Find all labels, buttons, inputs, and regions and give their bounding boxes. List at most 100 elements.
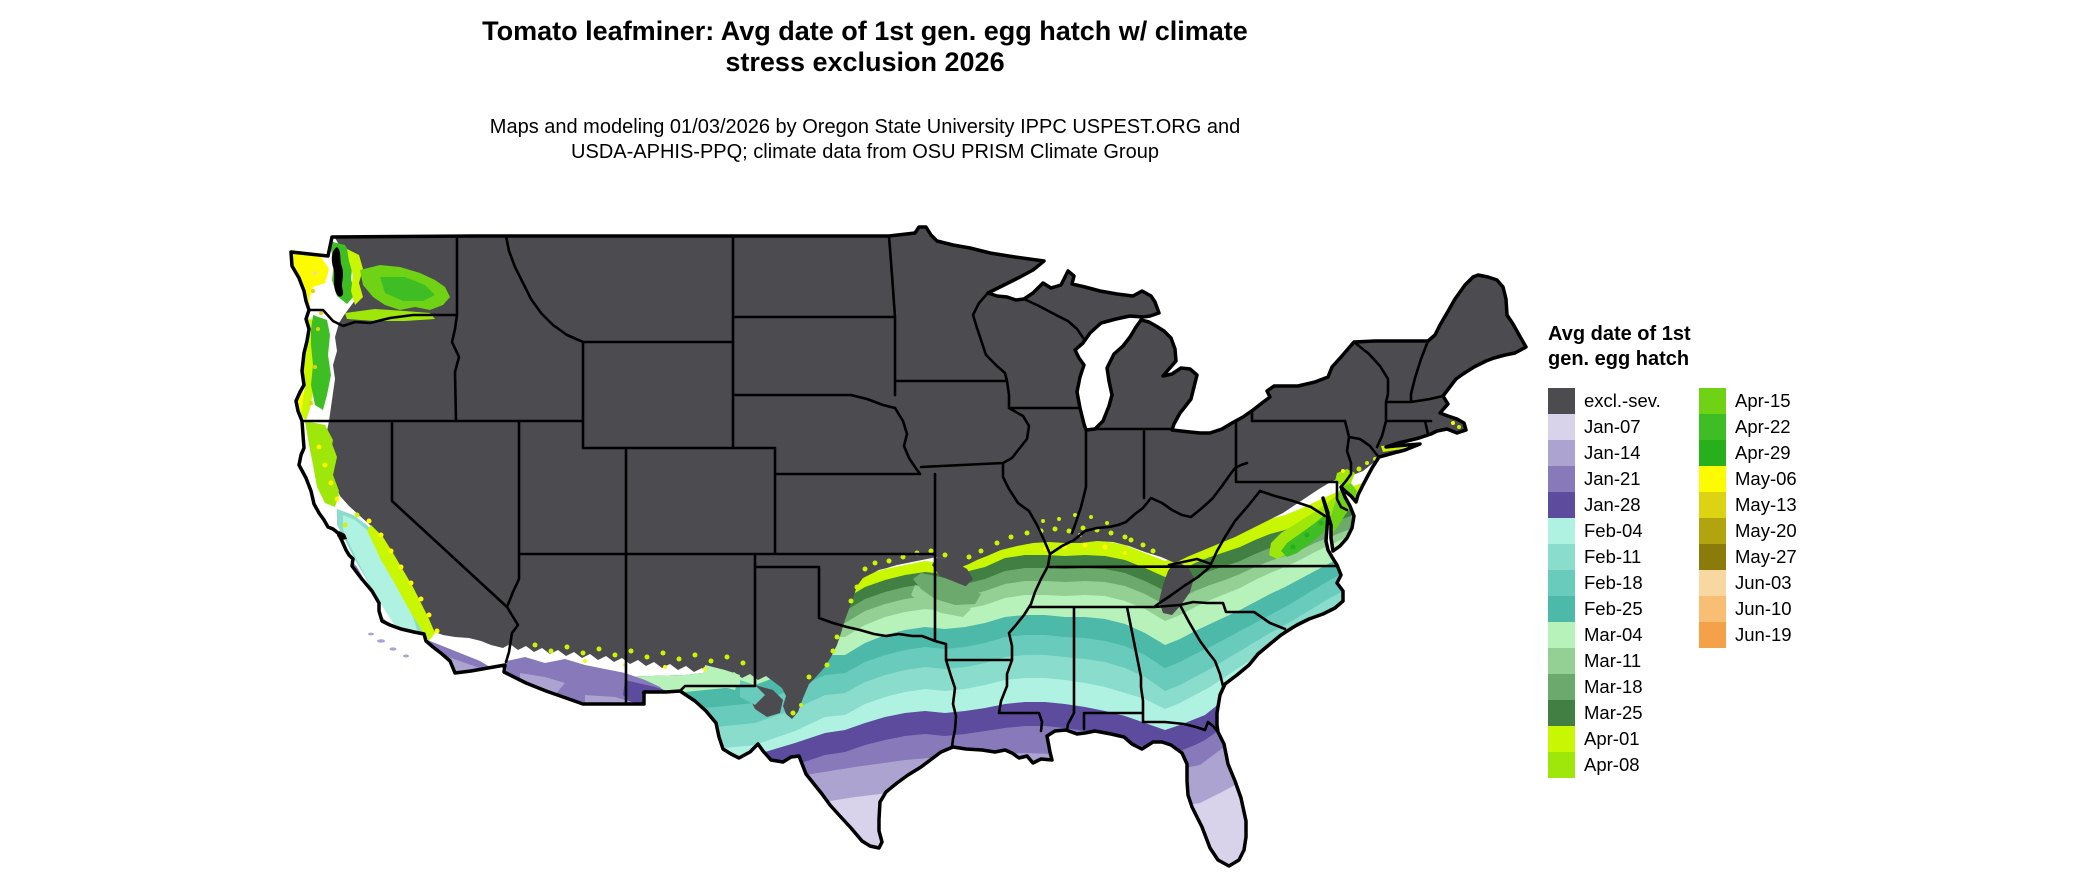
legend-item: Feb-04: [1548, 518, 1661, 544]
subtitle-line-1: Maps and modeling 01/03/2026 by Oregon S…: [489, 116, 1241, 138]
legend-item-label: Apr-15: [1735, 390, 1791, 411]
title-line-2: stress exclusion 2026: [725, 47, 1005, 77]
map-patch-wa-yellow: [291, 251, 329, 311]
legend-item-label: May-13: [1735, 494, 1797, 515]
legend-item: Apr-22: [1699, 414, 1797, 440]
legend-item: Mar-18: [1548, 674, 1661, 700]
legend-item-label: May-27: [1735, 546, 1797, 567]
puget-sound-water: [331, 247, 344, 297]
legend-swatch: [1548, 466, 1575, 492]
legend-swatch: [1548, 596, 1575, 622]
legend-item: May-06: [1699, 466, 1797, 492]
map-speckles-olive: [309, 289, 323, 405]
legend-item: Jan-28: [1548, 492, 1661, 518]
us-map-svg: [289, 225, 1528, 868]
legend-item: Apr-01: [1548, 726, 1661, 752]
map-patch-ozark-sage: [911, 585, 971, 617]
legend-item: Feb-25: [1548, 596, 1661, 622]
map-patch-willamette: [311, 315, 331, 410]
legend-swatch: [1699, 596, 1726, 622]
legend-item-label: May-20: [1735, 520, 1797, 541]
map-gray-ozarks: [932, 557, 973, 587]
legend-item-label: Mar-04: [1584, 624, 1643, 645]
legend-item-label: Apr-22: [1735, 416, 1791, 437]
legend-swatch: [1548, 622, 1575, 648]
legend-item: Mar-04: [1548, 622, 1661, 648]
legend-item: Jan-07: [1548, 414, 1661, 440]
legend-item-label: Feb-11: [1584, 546, 1642, 567]
legend-item: May-27: [1699, 544, 1797, 570]
legend-swatch: [1699, 544, 1726, 570]
legend-item-label: Apr-29: [1735, 442, 1791, 463]
map-patch-puget-fringe: [347, 249, 363, 305]
figure-title: Tomato leafminer: Avg date of 1st gen. e…: [285, 16, 1445, 78]
legend-swatch: [1548, 388, 1575, 414]
map-patch-columbia-core: [380, 277, 435, 301]
legend-item-label: Jun-19: [1735, 624, 1792, 645]
legend-swatch: [1548, 570, 1575, 596]
legend-swatch: [1699, 414, 1726, 440]
legend-swatch: [1548, 752, 1575, 778]
legend-swatch: [1699, 466, 1726, 492]
state-borders: [300, 234, 1445, 749]
legend-item-label: Jan-14: [1584, 442, 1641, 463]
legend-swatch: [1548, 440, 1575, 466]
legend-item: May-13: [1699, 492, 1797, 518]
map-patch-norcal-green: [313, 435, 339, 503]
legend-item: Jun-10: [1699, 596, 1797, 622]
map-patch-sierra-fringe: [367, 525, 435, 641]
legend-swatch: [1699, 388, 1726, 414]
map-band-jan07: [385, 773, 1435, 866]
legend-item: Apr-15: [1699, 388, 1797, 414]
legend-item-label: Mar-11: [1584, 650, 1642, 671]
legend-item: Jun-03: [1699, 570, 1797, 596]
legend-swatch: [1699, 622, 1726, 648]
legend-item: Mar-25: [1548, 700, 1661, 726]
legend-item: Apr-29: [1699, 440, 1797, 466]
legend-column-2: Apr-15 Apr-22 Apr-29 May-06 May-13 May-20 May-…: [1699, 388, 1797, 648]
legend-swatch: [1548, 648, 1575, 674]
legend-item-label: Jan-21: [1584, 468, 1641, 489]
legend-item-label: Apr-01: [1584, 728, 1640, 749]
legend-swatch: [1548, 674, 1575, 700]
legend-swatch: [1548, 544, 1575, 570]
legend-item: Jan-21: [1548, 466, 1661, 492]
legend-item: Jan-14: [1548, 440, 1661, 466]
legend-item-label: Mar-18: [1584, 676, 1643, 697]
map-patch-ozark-green: [913, 573, 981, 605]
legend-item-label: Jun-10: [1735, 598, 1792, 619]
legend-item: May-20: [1699, 518, 1797, 544]
legend-swatch: [1699, 492, 1726, 518]
map-gray-appalachia: [1159, 561, 1194, 615]
figure-subtitle: Maps and modeling 01/03/2026 by Oregon S…: [285, 115, 1445, 165]
legend-item: Jun-19: [1699, 622, 1797, 648]
legend-item-label: Feb-04: [1584, 520, 1643, 541]
legend-swatch: [1548, 700, 1575, 726]
legend-swatch: [1548, 518, 1575, 544]
map-patch-columbia-tongue: [345, 309, 435, 321]
legend-item-label: Mar-25: [1584, 702, 1643, 723]
legend-item-label: Feb-18: [1584, 572, 1643, 593]
legend-swatch: [1699, 440, 1726, 466]
map-patch-ca-valley: [343, 515, 417, 640]
legend-item: Mar-11: [1548, 648, 1661, 674]
legend-item-label: Jun-03: [1735, 572, 1792, 593]
legend-swatch: [1548, 492, 1575, 518]
legend-swatch: [1548, 726, 1575, 752]
legend-item: excl.-sev.: [1548, 388, 1661, 414]
legend-swatch: [1548, 414, 1575, 440]
legend-item-label: Jan-07: [1584, 416, 1641, 437]
map-patch-nm-mint: [703, 665, 740, 690]
legend-item-label: Feb-25: [1584, 598, 1643, 619]
legend-title-line-1: Avg date of 1st: [1548, 323, 1691, 345]
legend-swatch: [1699, 570, 1726, 596]
map-legend: Avg date of 1st gen. egg hatch excl.-sev…: [1548, 322, 1797, 778]
legend-item-label: Jan-28: [1584, 494, 1641, 515]
legend-item-label: excl.-sev.: [1584, 390, 1661, 411]
us-map: [285, 225, 1535, 885]
legend-item-label: Apr-08: [1584, 754, 1640, 775]
legend-item: Apr-08: [1548, 752, 1661, 778]
legend-title-line-2: gen. egg hatch: [1548, 348, 1690, 370]
legend-column-1: excl.-sev. Jan-07 Jan-14 Jan-21 Jan-28 Feb-04…: [1548, 388, 1661, 778]
